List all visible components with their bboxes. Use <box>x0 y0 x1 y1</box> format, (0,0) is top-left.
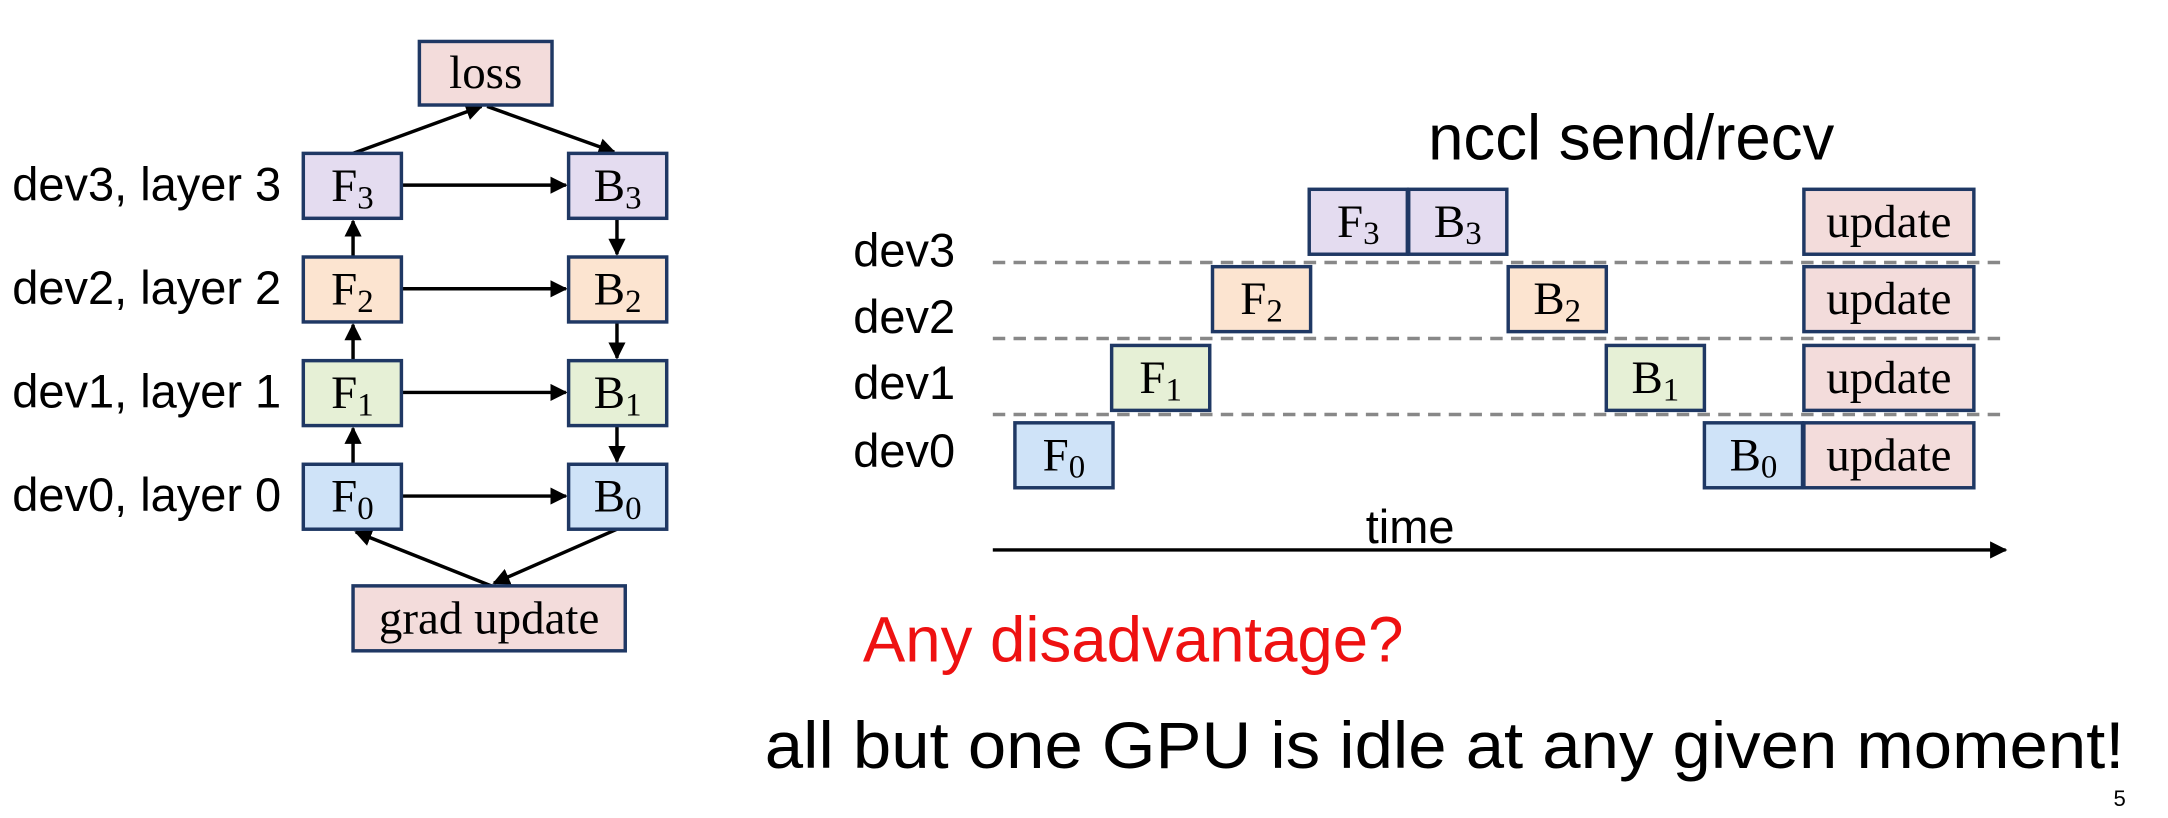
time-block <box>1802 343 1976 413</box>
forward-node-label: F2 <box>331 263 374 319</box>
label-sub: 0 <box>625 491 641 527</box>
label-main: B <box>1730 429 1761 481</box>
device-label: dev1 <box>853 356 955 409</box>
label-sub: 0 <box>357 491 373 527</box>
time-block-label: F1 <box>1139 352 1182 408</box>
layer-label: dev2, layer 2 <box>12 261 281 314</box>
label-sub: 1 <box>1663 372 1679 408</box>
time-block-label: update <box>1826 196 1951 248</box>
loss-node <box>417 39 554 107</box>
forward-node-label: F0 <box>331 471 374 527</box>
time-block-label: B2 <box>1533 273 1581 329</box>
label-main: B <box>1533 273 1564 325</box>
label-main: F <box>1337 196 1363 248</box>
label-main: F <box>331 263 357 315</box>
label-main: B <box>594 471 625 523</box>
label-sub: 1 <box>357 388 373 424</box>
label-main: B <box>594 367 625 419</box>
time-block <box>1802 421 1976 490</box>
time-block-label: update <box>1826 429 1951 481</box>
label-sub: 2 <box>1266 294 1282 330</box>
device-label: dev2 <box>853 290 955 343</box>
label-main: B <box>594 160 625 212</box>
backward-node <box>566 255 669 324</box>
label-main: B <box>1631 352 1662 404</box>
label-main: F <box>331 471 357 523</box>
backward-node-label: B0 <box>594 471 642 527</box>
layer-label: dev3, layer 3 <box>12 157 281 210</box>
label-main: F <box>1043 429 1069 481</box>
forward-node <box>301 255 404 324</box>
label-sub: 3 <box>625 180 641 216</box>
axis-label: time <box>1366 500 1455 553</box>
label-main: update <box>1826 429 1951 481</box>
time-block <box>1109 343 1212 413</box>
update-node-label: grad update <box>379 592 599 644</box>
time-block-label: update <box>1826 352 1951 404</box>
time-block-label: B0 <box>1730 429 1778 485</box>
label-main: update <box>1826 352 1951 404</box>
label-sub: 2 <box>625 284 641 320</box>
label-sub: 2 <box>1565 294 1581 330</box>
label-main: F <box>331 160 357 212</box>
label-main: B <box>1434 196 1465 248</box>
device-label: dev0 <box>853 424 955 477</box>
label-sub: 1 <box>1166 372 1182 408</box>
label-main: B <box>594 263 625 315</box>
question: Any disadvantage? <box>863 604 1404 675</box>
time-block-label: F2 <box>1240 273 1283 329</box>
time-block-label: F3 <box>1337 196 1380 252</box>
time-block <box>1702 421 1805 490</box>
forward-node <box>301 358 404 428</box>
label-sub: 3 <box>1363 216 1379 252</box>
time-block <box>1802 264 1976 334</box>
label-sub: 3 <box>1465 216 1481 252</box>
time-block <box>1802 187 1976 256</box>
label-main: F <box>1240 273 1266 325</box>
row-separators <box>992 260 2009 417</box>
time-block <box>1210 264 1313 334</box>
backward-node-label: B3 <box>594 160 642 216</box>
time-block <box>1307 187 1410 256</box>
label-main: update <box>1826 273 1951 325</box>
time-block-label: update <box>1826 273 1951 325</box>
page-number: 5 <box>2114 786 2126 811</box>
answer: all but one GPU is idle at any given mom… <box>765 709 2125 783</box>
forward-node-label: F1 <box>331 367 374 423</box>
update-node <box>351 584 627 653</box>
backward-node-label: B2 <box>594 263 642 319</box>
label-main: F <box>331 367 357 419</box>
backward-node-label: B1 <box>594 367 642 423</box>
loss-node-label: loss <box>449 47 522 99</box>
label-sub: 1 <box>625 388 641 424</box>
forward-node <box>301 151 404 221</box>
layer-label: dev0, layer 0 <box>12 468 281 521</box>
time-block <box>1406 187 1509 256</box>
forward-node <box>301 462 404 531</box>
label-sub: 3 <box>357 180 373 216</box>
backward-node <box>566 151 669 221</box>
time-block-label: F0 <box>1043 429 1086 485</box>
label-main: F <box>1139 352 1165 404</box>
backward-node <box>566 358 669 428</box>
device-label: dev3 <box>853 224 955 277</box>
label-sub: 2 <box>357 284 373 320</box>
label-sub: 0 <box>1069 450 1085 486</box>
time-block <box>1506 264 1609 334</box>
backward-node <box>566 462 669 531</box>
time-block-label: B3 <box>1434 196 1482 252</box>
label-main: update <box>1826 196 1951 248</box>
diagram-arrows <box>344 103 626 588</box>
label-sub: 0 <box>1761 450 1777 486</box>
layer-label: dev1, layer 1 <box>12 365 281 418</box>
time-block <box>1013 421 1115 490</box>
forward-node-label: F3 <box>331 160 374 216</box>
time-block <box>1604 343 1707 413</box>
timeline-title: nccl send/recv <box>1428 103 1834 174</box>
time-block-label: B1 <box>1631 352 1679 408</box>
